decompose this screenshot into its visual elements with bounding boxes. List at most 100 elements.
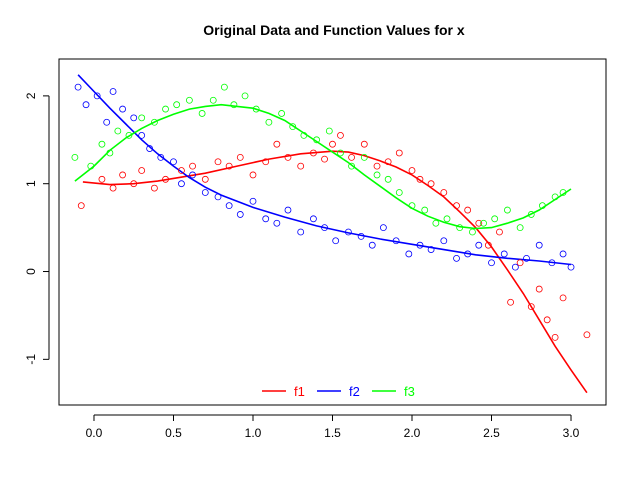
f2-point	[475, 241, 483, 249]
f3-point	[125, 132, 133, 139]
f1-point	[475, 219, 483, 227]
f1-point	[329, 140, 336, 148]
f3-point	[209, 96, 217, 104]
f2-point	[379, 224, 387, 232]
f3-line	[74, 103, 572, 230]
f2-point	[189, 171, 196, 179]
f1-point	[284, 153, 292, 161]
legend-label-f2: f2	[349, 384, 360, 399]
f1-line	[82, 150, 588, 394]
f2-point	[392, 237, 400, 245]
f2-point	[523, 254, 530, 262]
f2-point	[178, 180, 185, 188]
legend: f1 f2 f3	[262, 384, 415, 399]
f2-point	[321, 224, 328, 232]
f1-point	[496, 228, 503, 236]
f3-point	[87, 162, 95, 170]
f3-point	[395, 189, 403, 196]
f3-point	[373, 171, 381, 179]
x-tick-label: 1.5	[324, 426, 341, 440]
f2-point	[332, 237, 340, 245]
f1-point	[535, 285, 543, 293]
f3-point	[538, 202, 546, 210]
series-points	[71, 83, 591, 341]
f3-point	[198, 110, 206, 117]
f3-point	[504, 206, 511, 214]
f3-point	[138, 114, 146, 122]
y-tick-label: 0	[24, 268, 38, 275]
f1-point	[395, 149, 403, 157]
f2-point	[146, 145, 154, 152]
y-tick-label: 1	[24, 180, 38, 187]
f1-point	[98, 175, 106, 183]
f1-point	[551, 333, 559, 341]
f1-point	[77, 202, 85, 210]
f1-point	[373, 162, 381, 170]
f3-point	[559, 189, 567, 196]
f1-point	[507, 298, 514, 306]
chart-title: Original Data and Function Values for x	[203, 22, 465, 38]
f1-point	[189, 162, 196, 170]
f1-point	[310, 149, 317, 157]
f2-point	[103, 118, 111, 126]
f3-point	[443, 215, 451, 223]
f3-point	[162, 105, 169, 113]
f3-point	[384, 175, 392, 183]
f1-point	[297, 162, 305, 170]
f1-point	[236, 153, 244, 161]
f2-point	[201, 189, 209, 196]
x-tick-label: 0.5	[165, 426, 182, 440]
f2-point	[500, 250, 508, 258]
f2-point	[225, 202, 233, 210]
f1-point	[178, 167, 185, 174]
f3-point	[106, 149, 114, 157]
f3-point	[469, 228, 476, 236]
f2-point	[567, 263, 575, 271]
f2-point	[511, 263, 519, 271]
f2-point	[559, 250, 567, 258]
x-tick-label: 2.5	[483, 426, 500, 440]
f2-line	[77, 74, 572, 266]
f2-point	[214, 193, 222, 201]
f2-point	[453, 254, 460, 262]
f1-point	[543, 316, 551, 324]
f2-point	[157, 153, 165, 161]
f3-point	[220, 83, 228, 91]
f3-point	[480, 219, 487, 227]
legend-label-f3: f3	[404, 384, 415, 399]
f1-point	[516, 259, 524, 267]
f2-point	[130, 114, 138, 122]
f1-point	[484, 241, 492, 249]
f2-point	[297, 228, 305, 236]
f3-point	[151, 118, 158, 126]
f2-point	[93, 92, 101, 100]
f3-point	[313, 136, 320, 144]
f2-point	[170, 158, 177, 166]
x-tick-label: 0.0	[86, 426, 103, 440]
f3-point	[348, 162, 355, 170]
f3-point	[114, 127, 122, 135]
f2-point	[82, 101, 90, 109]
f3-point	[325, 127, 333, 135]
f2-point	[262, 215, 270, 223]
f2-point	[249, 197, 257, 205]
f3-point	[408, 202, 416, 210]
f3-point	[551, 193, 559, 201]
x-tick-label: 1.0	[245, 426, 262, 440]
f1-point	[273, 140, 281, 148]
f1-point	[225, 162, 233, 170]
f2-point	[284, 206, 292, 214]
f3-point	[337, 149, 344, 157]
f3-point	[527, 211, 535, 218]
f2-point	[345, 228, 352, 236]
f2-point	[236, 211, 244, 218]
f3-point	[173, 101, 181, 109]
f3-point	[241, 92, 249, 100]
f1-point	[321, 155, 328, 163]
f1-point	[408, 167, 416, 174]
f1-point	[583, 331, 591, 339]
f2-point	[310, 215, 317, 223]
f2-point	[109, 88, 117, 95]
f2-point	[440, 237, 448, 245]
